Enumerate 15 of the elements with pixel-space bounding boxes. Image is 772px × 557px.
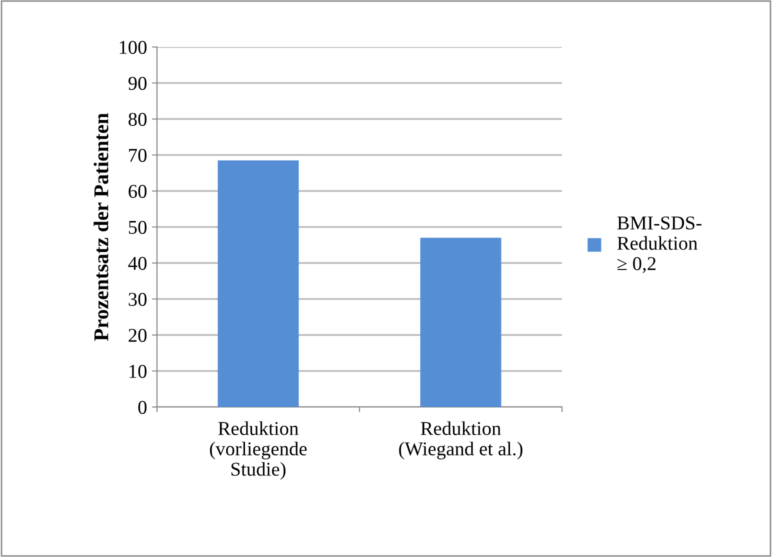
y-tick-label: 30 (128, 292, 147, 306)
x-tick-label: Reduktion (vorliegende Studie) (210, 421, 307, 480)
y-tick-label: 0 (138, 400, 147, 414)
y-axis-title: Prozentsatz der Patienten (94, 113, 108, 341)
x-tick-label: Reduktion (Wiegand et al.) (399, 421, 522, 460)
y-tick-label: 60 (128, 184, 147, 198)
y-tick-label: 10 (130, 364, 147, 378)
y-tick-label: 20 (128, 328, 147, 342)
y-tick-label: 40 (128, 256, 147, 270)
y-tick-label: 80 (128, 112, 147, 126)
y-tick-label: 50 (128, 220, 147, 234)
legend-label: BMI-SDS- Reduktion ≥ 0,2 (617, 216, 702, 273)
y-tick-label: 90 (128, 76, 147, 90)
y-tick-label: 100 (120, 40, 147, 54)
y-tick-label: 70 (129, 148, 147, 162)
